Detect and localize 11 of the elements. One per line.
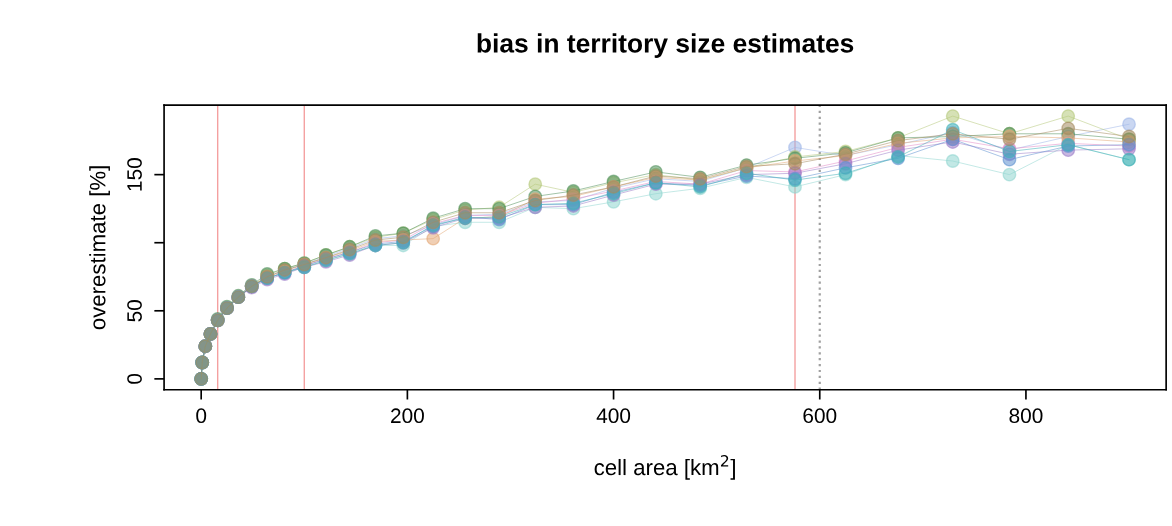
x-tick-label: 0 — [196, 408, 207, 424]
x-tick-label: 600 — [803, 408, 837, 424]
x-tick-label: 200 — [391, 408, 424, 424]
y-tick-label: 50 — [127, 300, 142, 322]
x-tick-label: 400 — [596, 408, 631, 424]
y-tick-label: 150 — [127, 158, 142, 191]
x-tick-label: 800 — [1009, 408, 1043, 424]
y-axis-title: overestimate [%] — [89, 166, 110, 330]
chart-title: bias in territory size estimates — [477, 33, 854, 58]
x-axis-title: cell area [km$^{2}$] — [594, 455, 735, 480]
y-tick-label: 0 — [127, 373, 142, 384]
